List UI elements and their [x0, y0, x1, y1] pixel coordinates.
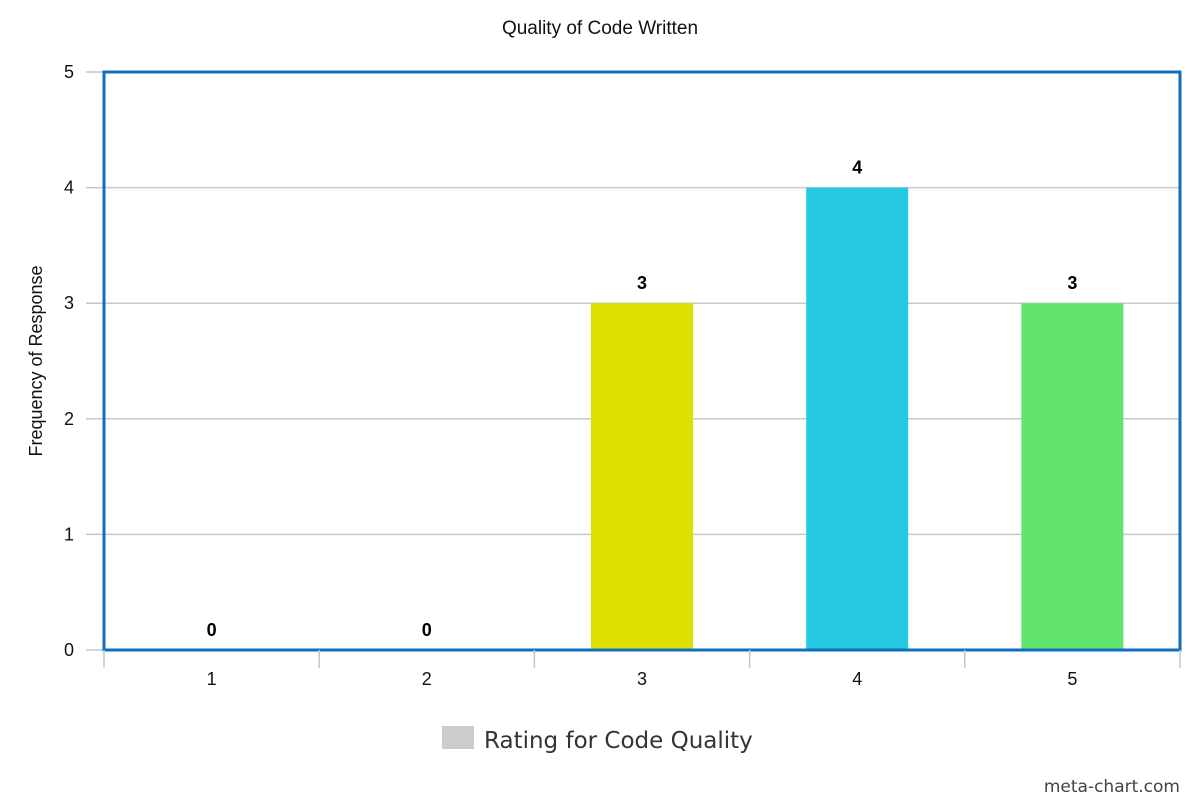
- y-tick-label: 0: [64, 640, 74, 660]
- x-axis: 1 2 3 4 5: [103, 650, 1181, 689]
- legend-swatch: [442, 726, 474, 749]
- x-tick-label: 2: [422, 669, 432, 689]
- y-tick-label: 4: [64, 178, 74, 198]
- data-label-4: 4: [852, 158, 862, 178]
- bar-4: [806, 187, 909, 650]
- legend-label: Rating for Code Quality: [484, 728, 753, 754]
- y-tick-label: 2: [64, 409, 74, 429]
- y-axis-ticks: 0 1 2 3 4 5: [64, 62, 104, 660]
- data-labels: 0 0 3 4 3: [207, 158, 1078, 640]
- y-tick-label: 5: [64, 62, 74, 82]
- legend[interactable]: Rating for Code Quality: [442, 726, 753, 754]
- data-label-3: 3: [637, 273, 647, 293]
- x-tick-label: 5: [1067, 669, 1077, 689]
- data-label-1: 0: [207, 620, 217, 640]
- bars: [591, 187, 1124, 650]
- x-tick-label: 4: [852, 669, 862, 689]
- data-label-5: 3: [1067, 273, 1077, 293]
- bar-5: [1021, 303, 1124, 650]
- y-axis-title: Frequency of Response: [26, 265, 46, 456]
- plot-border: [102, 70, 1182, 652]
- x-tick-label: 1: [207, 669, 217, 689]
- watermark: meta-chart.com: [1044, 777, 1180, 797]
- y-tick-label: 3: [64, 293, 74, 313]
- x-tick-label: 3: [637, 669, 647, 689]
- bar-3: [591, 303, 693, 650]
- data-label-2: 0: [422, 620, 432, 640]
- y-tick-label: 1: [64, 524, 74, 544]
- chart-title: Quality of Code Written: [502, 18, 698, 39]
